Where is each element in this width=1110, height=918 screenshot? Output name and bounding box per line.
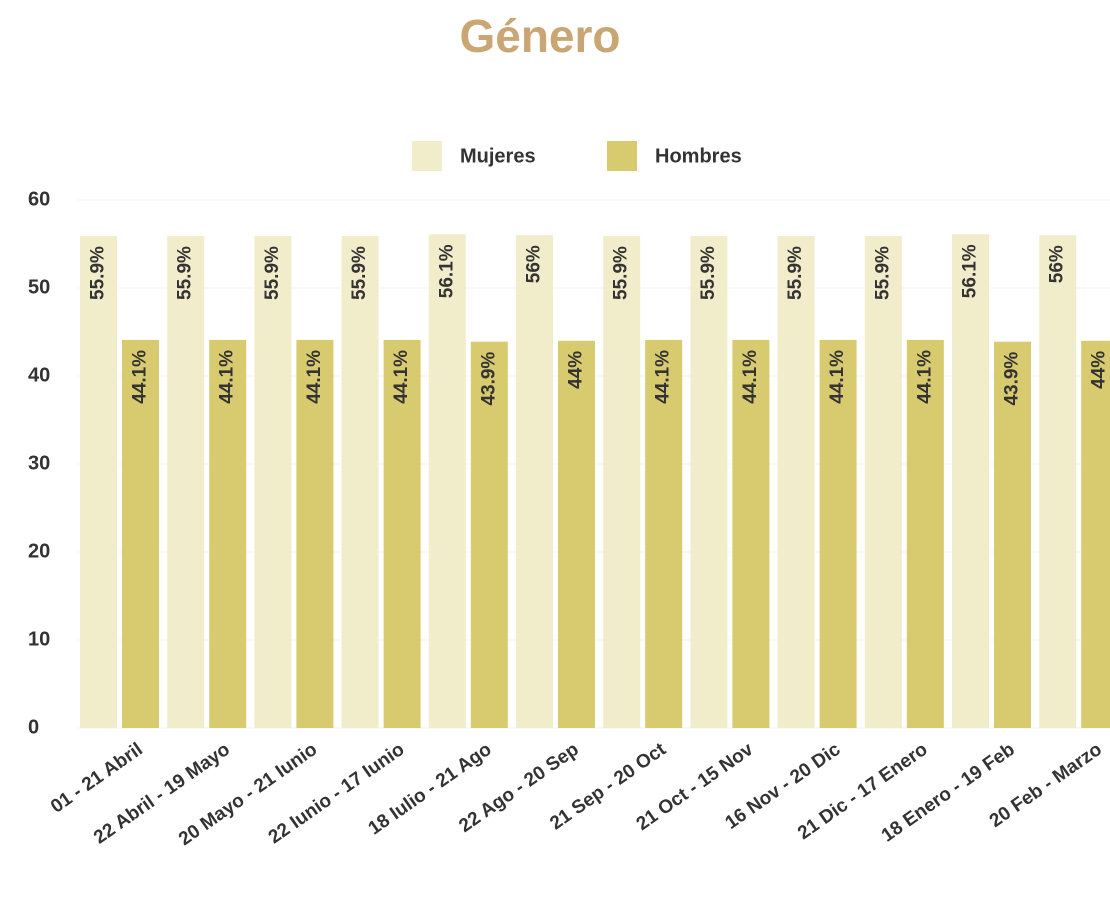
value-label: 44.1%: [304, 350, 325, 404]
value-label: 43.9%: [478, 352, 499, 406]
bar: [645, 339, 683, 728]
bar: [558, 340, 595, 728]
bar: [516, 235, 553, 728]
y-tick-label: 40: [28, 364, 50, 386]
value-label: 44.1%: [653, 350, 674, 404]
chart-title: Género: [459, 10, 620, 62]
legend-label: Mujeres: [460, 145, 536, 167]
value-label: 44.1%: [827, 350, 848, 404]
value-label: 55.9%: [88, 246, 109, 300]
value-label: 43.9%: [1002, 352, 1023, 406]
y-tick-label: 0: [28, 716, 39, 738]
bar: [819, 339, 857, 728]
value-label: 55.9%: [872, 246, 893, 300]
bar: [296, 339, 334, 728]
bar: [777, 236, 815, 728]
bar: [341, 236, 379, 728]
bar: [603, 236, 641, 728]
y-tick-label: 60: [28, 188, 50, 210]
value-label: 44.1%: [217, 350, 238, 404]
bar: [864, 236, 902, 728]
value-label: 44%: [1089, 351, 1110, 389]
bar: [906, 339, 944, 728]
bar: [80, 236, 117, 728]
bar: [1081, 340, 1110, 728]
value-label: 44.1%: [130, 350, 151, 404]
value-label: 56.1%: [960, 244, 981, 298]
bar: [209, 339, 247, 728]
legend-swatch: [607, 141, 637, 171]
value-label: 44%: [566, 351, 587, 389]
value-label: 55.9%: [175, 246, 196, 300]
bar: [167, 236, 205, 728]
value-label: 44.1%: [391, 350, 412, 404]
bar: [1039, 235, 1077, 728]
bar: [952, 234, 989, 728]
value-label: 55.9%: [698, 246, 719, 300]
value-label: 44.1%: [914, 350, 935, 404]
bar: [690, 236, 728, 728]
bar: [428, 234, 466, 728]
bar: [994, 341, 1031, 728]
value-label: 55.9%: [262, 246, 283, 300]
value-label: 55.9%: [349, 246, 370, 300]
value-label: 56.1%: [436, 244, 457, 298]
bar: [732, 339, 770, 728]
value-label: 55.9%: [785, 246, 806, 300]
bar: [470, 341, 508, 728]
bar: [122, 339, 159, 728]
y-tick-label: 30: [28, 452, 50, 474]
legend-swatch: [412, 141, 442, 171]
value-label: 56%: [1047, 245, 1068, 283]
bar: [383, 339, 421, 728]
y-tick-label: 10: [28, 628, 50, 650]
value-label: 44.1%: [740, 350, 761, 404]
bar: [254, 236, 292, 728]
value-label: 56%: [524, 245, 545, 283]
legend-label: Hombres: [655, 145, 742, 167]
y-tick-label: 20: [28, 540, 50, 562]
y-tick-label: 50: [28, 276, 50, 298]
value-label: 55.9%: [611, 246, 632, 300]
